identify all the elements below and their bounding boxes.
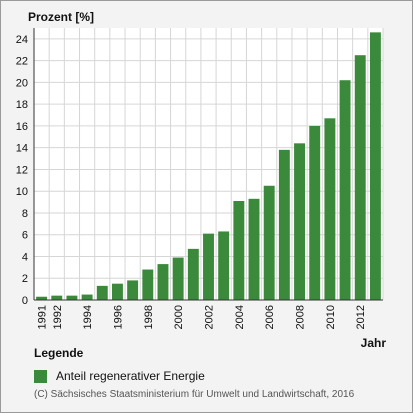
y-tick-label: 0 (22, 295, 28, 307)
y-tick-label: 6 (22, 230, 28, 242)
x-tick-label: 2004 (234, 305, 246, 329)
x-tick-label: 1992 (52, 305, 64, 329)
bar (324, 118, 336, 300)
bar (157, 264, 169, 300)
y-tick-label: 18 (16, 99, 28, 111)
bar (111, 283, 123, 300)
bar (339, 80, 351, 300)
bar (142, 269, 154, 300)
bar (248, 198, 260, 300)
legend-title: Legende (34, 346, 84, 360)
x-tick-label: 1991 (37, 305, 49, 329)
x-tick-label: 2006 (264, 305, 276, 329)
x-tick-label: 1996 (112, 305, 124, 329)
x-tick-label: 2000 (173, 305, 185, 329)
legend-item: Anteil regenerativer Energie (34, 368, 205, 384)
x-tick-label: 1994 (82, 305, 94, 329)
bar (233, 200, 245, 300)
y-tick-label: 24 (16, 34, 28, 46)
bar (369, 32, 381, 301)
legend-item-label: Anteil regenerativer Energie (56, 369, 205, 383)
x-tick-label: 2012 (355, 305, 367, 329)
bar (203, 233, 214, 300)
bar (36, 296, 48, 300)
bar (354, 55, 366, 301)
bar (81, 294, 93, 300)
y-tick-label: 4 (22, 251, 28, 263)
bar (66, 295, 78, 300)
x-tick-label: 2008 (295, 305, 307, 329)
x-axis-label: Jahr (360, 336, 386, 350)
y-axis-label: Prozent [%] (28, 10, 94, 24)
bar (51, 295, 63, 300)
y-tick-label: 8 (22, 208, 28, 220)
y-tick-label: 14 (16, 143, 28, 155)
y-tick-label: 22 (16, 56, 28, 68)
x-tick-label: 2010 (325, 305, 337, 329)
y-tick-label: 2 (22, 273, 28, 285)
bar (218, 231, 230, 300)
x-tick-label: 1998 (143, 305, 155, 329)
y-tick-label: 12 (16, 164, 28, 176)
legend-swatch (34, 369, 47, 383)
x-tick-label: 2002 (204, 305, 216, 329)
y-tick-label: 16 (16, 121, 28, 133)
bar (278, 149, 290, 300)
bar (187, 248, 199, 300)
bar (294, 143, 306, 300)
y-tick-label: 20 (16, 77, 28, 89)
bar (309, 125, 321, 300)
bar (96, 285, 108, 300)
bar (127, 280, 139, 300)
y-tick-label: 10 (16, 186, 28, 198)
bar (172, 257, 184, 300)
copyright-text: (C) Sächsisches Staatsministerium für Um… (34, 389, 355, 400)
bar (263, 185, 275, 300)
